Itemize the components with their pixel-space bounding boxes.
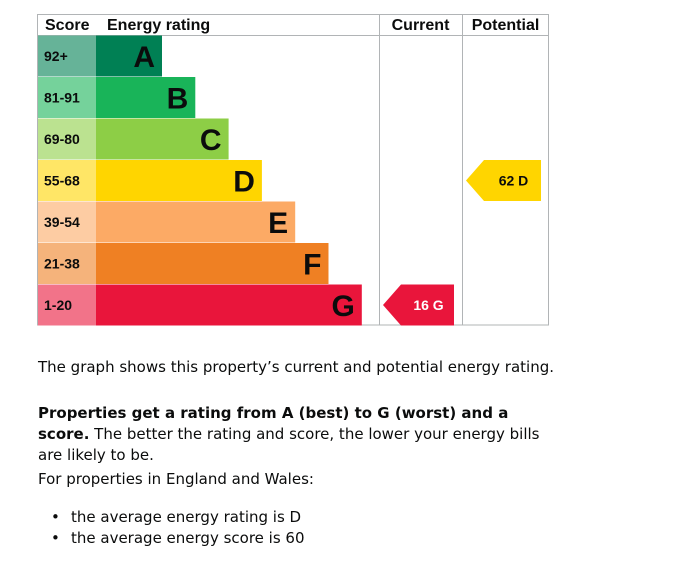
band-bar-g xyxy=(96,284,362,326)
score-range-cell xyxy=(38,284,97,326)
header-potential: Potential xyxy=(472,17,540,34)
score-range-label: 1-20 xyxy=(44,297,72,313)
current-rating-label: 16 G xyxy=(413,297,443,313)
band-letter: B xyxy=(167,82,189,115)
header-energy-rating: Energy rating xyxy=(107,17,210,34)
score-range-cell xyxy=(38,35,97,77)
rating-explanation: Properties get a rating from A (best) to… xyxy=(38,403,558,466)
rating-explanation-bold: Properties get a rating from A (best) to… xyxy=(38,404,509,443)
band-letter: E xyxy=(268,207,288,240)
list-item: the average energy score is 60 xyxy=(38,528,305,549)
score-range-cell xyxy=(38,77,97,118)
band-letter: A xyxy=(133,41,155,74)
score-range-label: 69-80 xyxy=(44,131,80,147)
averages-list: the average energy rating is D the avera… xyxy=(38,507,305,549)
score-range-label: 55-68 xyxy=(44,172,80,188)
score-range-cell xyxy=(38,118,97,160)
score-range-cell xyxy=(38,160,97,201)
band-letter: D xyxy=(233,165,255,198)
band-bar-b xyxy=(96,77,196,118)
band-letter: F xyxy=(303,248,321,281)
region-intro: For properties in England and Wales: xyxy=(38,470,314,488)
band-letter: C xyxy=(200,124,222,157)
score-range-label: 39-54 xyxy=(44,214,80,230)
band-letter: G xyxy=(331,290,354,323)
potential-rating-arrow xyxy=(466,160,541,201)
chart-description: The graph shows this property’s current … xyxy=(38,358,554,376)
score-range-cell xyxy=(38,201,97,243)
score-range-label: 21-38 xyxy=(44,255,80,271)
potential-rating-label: 62 D xyxy=(499,173,529,189)
band-bar-c xyxy=(96,118,229,160)
band-bar-d xyxy=(96,160,262,201)
header-current: Current xyxy=(392,17,450,34)
header-score: Score xyxy=(45,17,90,34)
current-rating-arrow xyxy=(383,284,454,326)
score-range-cell xyxy=(38,243,97,284)
epc-chart: Score Energy rating Current Potential 92+ A 81… xyxy=(37,14,549,326)
band-bar-e xyxy=(96,201,296,243)
list-item: the average energy rating is D xyxy=(38,507,305,528)
band-bar-f xyxy=(96,243,329,284)
score-range-label: 92+ xyxy=(44,48,68,64)
band-bar-a xyxy=(96,35,162,77)
rating-explanation-rest: The better the rating and score, the low… xyxy=(38,425,540,464)
score-range-label: 81-91 xyxy=(44,89,80,105)
